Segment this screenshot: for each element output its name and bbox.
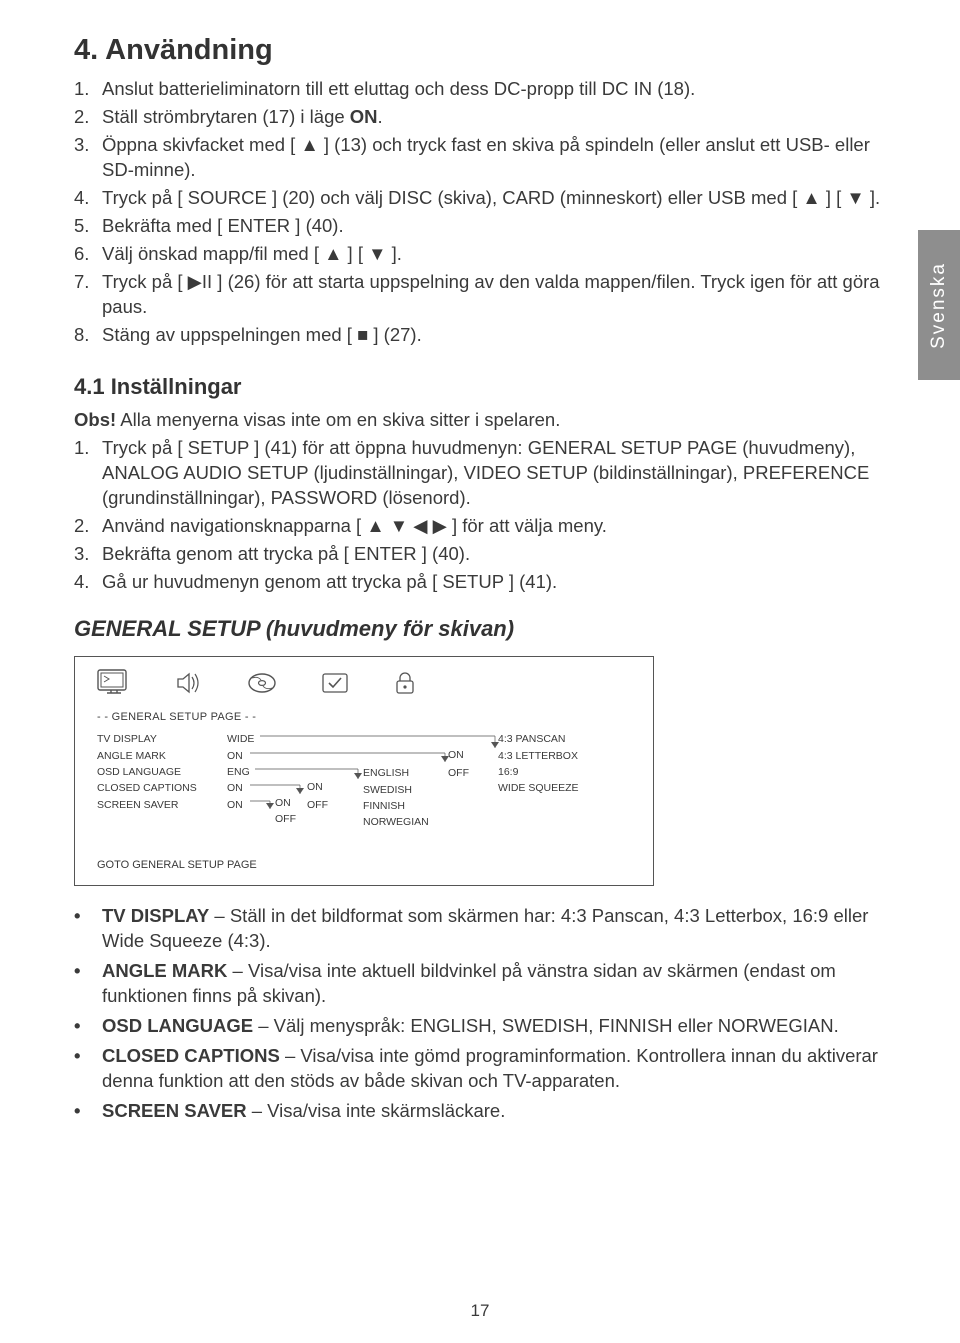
language-tab: Svenska: [918, 230, 960, 380]
setup-content: TV DISPLAYANGLE MARKOSD LANGUAGECLOSED C…: [75, 729, 653, 847]
disc-icon: [247, 672, 277, 694]
section-heading: 4. Användning: [74, 34, 886, 67]
list-item: 2.Använd navigationsknapparna [ ▲ ▼ ◀ ▶ …: [74, 514, 886, 539]
setup-footer: GOTO GENERAL SETUP PAGE: [75, 847, 653, 885]
list-item: 1.Tryck på [ SETUP ] (41) för att öppna …: [74, 436, 886, 511]
page-number: 17: [0, 1301, 960, 1321]
opt-off: OFF: [307, 797, 328, 813]
list-item: 3.Bekräfta genom att trycka på [ ENTER ]…: [74, 542, 886, 567]
opt-off: OFF: [448, 765, 469, 781]
monitor-icon: [97, 669, 131, 697]
check-icon: [321, 671, 349, 695]
list-item: •SCREEN SAVER – Visa/visa inte skärmsläc…: [74, 1099, 886, 1124]
list-item: 3.Öppna skivfacket med [ ▲ ] (13) och tr…: [74, 133, 886, 183]
list-item: 4.Gå ur huvudmenyn genom att trycka på […: [74, 570, 886, 595]
opt-on: ON: [275, 795, 291, 811]
list-item: 5.Bekräfta med [ ENTER ] (40).: [74, 214, 886, 239]
general-setup-heading: GENERAL SETUP (huvudmeny för skivan): [74, 616, 886, 642]
note-line: Obs! Alla menyerna visas inte om en skiv…: [74, 408, 886, 433]
language-tab-label: Svenska: [928, 262, 950, 349]
settings-steps-list: 1.Tryck på [ SETUP ] (41) för att öppna …: [74, 436, 886, 595]
list-item: 7.Tryck på [ ▶II ] (26) för att starta u…: [74, 270, 886, 320]
setup-icon-row: [75, 657, 653, 703]
list-item: 8.Stäng av uppspelningen med [ ■ ] (27).: [74, 323, 886, 348]
setup-diagram: - - GENERAL SETUP PAGE - - TV DISPLAYANG…: [74, 656, 654, 886]
subsection-heading: 4.1 Inställningar: [74, 374, 886, 400]
lock-icon: [393, 670, 417, 696]
opt-on: ON: [448, 747, 464, 763]
usage-steps-list: 1.Anslut batterieliminatorn till ett elu…: [74, 77, 886, 348]
setup-description-list: •TV DISPLAY – Ställ in det bildformat so…: [74, 904, 886, 1124]
list-item: •OSD LANGUAGE – Välj menyspråk: ENGLISH,…: [74, 1014, 886, 1039]
connector-lines: [75, 729, 653, 847]
list-item: •TV DISPLAY – Ställ in det bildformat so…: [74, 904, 886, 954]
speaker-icon: [175, 670, 203, 696]
list-item: 4.Tryck på [ SOURCE ] (20) och välj DISC…: [74, 186, 886, 211]
opt-off: OFF: [275, 811, 296, 827]
list-item: 6.Välj önskad mapp/fil med [ ▲ ] [ ▼ ].: [74, 242, 886, 267]
list-item: •ANGLE MARK – Visa/visa inte aktuell bil…: [74, 959, 886, 1009]
list-item: 1.Anslut batterieliminatorn till ett elu…: [74, 77, 886, 102]
list-item: 2.Ställ strömbrytaren (17) i läge ON.: [74, 105, 886, 130]
opt-on: ON: [307, 779, 323, 795]
setup-page-title: - - GENERAL SETUP PAGE - -: [75, 703, 653, 729]
list-item: •CLOSED CAPTIONS – Visa/visa inte gömd p…: [74, 1044, 886, 1094]
